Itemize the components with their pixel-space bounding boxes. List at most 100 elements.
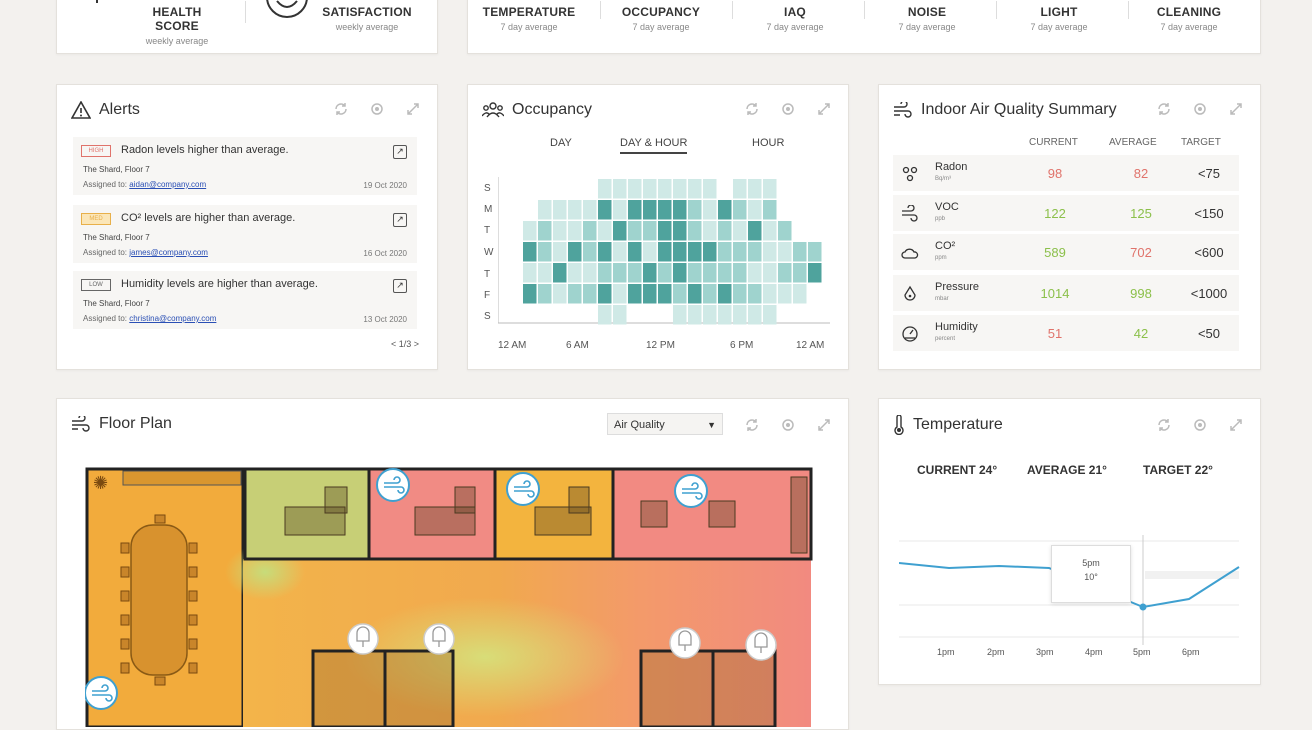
metric-occupancy[interactable]: OCCUPANCY 7 day average (621, 5, 701, 32)
settings-icon[interactable] (1190, 415, 1210, 435)
heatmap-cell[interactable] (598, 221, 612, 241)
heatmap-cell[interactable] (613, 284, 627, 304)
heatmap-cell[interactable] (523, 242, 537, 262)
heatmap-cell[interactable] (703, 263, 717, 283)
heatmap-cell[interactable] (808, 242, 822, 262)
expand-icon[interactable] (403, 99, 423, 119)
heatmap-cell[interactable] (703, 305, 717, 325)
iaq-row-co2[interactable]: CO² ppm 589 702 <600 (893, 234, 1239, 270)
heatmap-cell[interactable] (583, 263, 597, 283)
iaq-row-voc[interactable]: VOC ppb 122 125 <150 (893, 195, 1239, 231)
heatmap-cell[interactable] (553, 284, 567, 304)
heatmap-cell[interactable] (553, 242, 567, 262)
heatmap-cell[interactable] (613, 305, 627, 325)
heatmap-cell[interactable] (568, 221, 582, 241)
heatmap-cell[interactable] (658, 284, 672, 304)
heatmap-cell[interactable] (673, 221, 687, 241)
refresh-icon[interactable] (1154, 99, 1174, 119)
settings-icon[interactable] (778, 415, 798, 435)
heatmap-cell[interactable] (658, 242, 672, 262)
heatmap-cell[interactable] (523, 284, 537, 304)
heatmap-cell[interactable] (538, 200, 552, 220)
iaq-row-radon[interactable]: Radon Bq/m³ 98 82 <75 (893, 155, 1239, 191)
heatmap-cell[interactable] (643, 179, 657, 199)
heatmap-cell[interactable] (688, 263, 702, 283)
heatmap-cell[interactable] (793, 263, 807, 283)
heatmap-cell[interactable] (658, 179, 672, 199)
heatmap-cell[interactable] (598, 263, 612, 283)
tab-day-and-hour[interactable]: DAY & HOUR (620, 137, 688, 154)
heatmap-cell[interactable] (673, 305, 687, 325)
heatmap-cell[interactable] (598, 179, 612, 199)
refresh-icon[interactable] (742, 99, 762, 119)
heatmap-cell[interactable] (688, 179, 702, 199)
heatmap-cell[interactable] (568, 200, 582, 220)
layer-select[interactable]: Air Quality ▼ (607, 413, 723, 435)
heatmap-cell[interactable] (658, 221, 672, 241)
heatmap-cell[interactable] (523, 221, 537, 241)
heatmap-cell[interactable] (658, 263, 672, 283)
heatmap-cell[interactable] (598, 200, 612, 220)
floor-plan-map[interactable]: ✺ (85, 467, 815, 727)
heatmap-cell[interactable] (763, 263, 777, 283)
heatmap-cell[interactable] (748, 221, 762, 241)
heatmap-cell[interactable] (703, 179, 717, 199)
heatmap-cell[interactable] (688, 305, 702, 325)
heatmap-cell[interactable] (538, 242, 552, 262)
heatmap-cell[interactable] (628, 263, 642, 283)
metric-noise[interactable]: NOISE 7 day average (898, 5, 956, 32)
heatmap-cell[interactable] (583, 200, 597, 220)
heatmap-cell[interactable] (673, 200, 687, 220)
expand-icon[interactable] (814, 415, 834, 435)
refresh-icon[interactable] (331, 99, 351, 119)
metric-health-score[interactable]: HEALTH SCORE weekly average (145, 5, 209, 46)
open-external-icon[interactable]: ↗ (393, 279, 407, 293)
metric-light[interactable]: LIGHT 7 day average (1030, 5, 1088, 32)
heatmap-cell[interactable] (748, 200, 762, 220)
heatmap-cell[interactable] (688, 242, 702, 262)
heatmap-cell[interactable] (643, 263, 657, 283)
settings-icon[interactable] (778, 99, 798, 119)
heatmap-cell[interactable] (613, 200, 627, 220)
heatmap-cell[interactable] (733, 242, 747, 262)
metric-satisfaction[interactable]: SATISFACTION weekly average (322, 5, 412, 32)
heatmap-cell[interactable] (793, 284, 807, 304)
metric-temperature[interactable]: TEMPERATURE 7 day average (482, 5, 576, 32)
heatmap-cell[interactable] (538, 221, 552, 241)
heatmap-cell[interactable] (628, 221, 642, 241)
heatmap-cell[interactable] (763, 305, 777, 325)
heatmap-cell[interactable] (568, 263, 582, 283)
refresh-icon[interactable] (1154, 415, 1174, 435)
heatmap-cell[interactable] (718, 284, 732, 304)
assignee-link[interactable]: aidan@company.com (129, 180, 207, 189)
heatmap-cell[interactable] (778, 263, 792, 283)
heatmap-cell[interactable] (748, 263, 762, 283)
heatmap-cell[interactable] (733, 221, 747, 241)
heatmap-cell[interactable] (703, 221, 717, 241)
settings-icon[interactable] (367, 99, 387, 119)
heatmap-cell[interactable] (583, 221, 597, 241)
heatmap-cell[interactable] (583, 284, 597, 304)
open-external-icon[interactable]: ↗ (393, 145, 407, 159)
heatmap-cell[interactable] (613, 263, 627, 283)
heatmap-cell[interactable] (538, 263, 552, 283)
heatmap-cell[interactable] (748, 305, 762, 325)
heatmap-cell[interactable] (673, 284, 687, 304)
heatmap-cell[interactable] (673, 179, 687, 199)
heatmap-cell[interactable] (748, 284, 762, 304)
heatmap-cell[interactable] (613, 221, 627, 241)
heatmap-cell[interactable] (778, 221, 792, 241)
heatmap-cell[interactable] (553, 263, 567, 283)
iaq-row-pressure[interactable]: Pressure mbar 1014 998 <1000 (893, 275, 1239, 311)
heatmap-cell[interactable] (778, 284, 792, 304)
heatmap-cell[interactable] (523, 263, 537, 283)
heatmap-cell[interactable] (718, 242, 732, 262)
alert-item[interactable]: HIGH Radon levels higher than average. ↗… (73, 137, 417, 195)
heatmap-cell[interactable] (553, 200, 567, 220)
heatmap-cell[interactable] (568, 242, 582, 262)
heatmap-cell[interactable] (598, 305, 612, 325)
tab-hour[interactable]: HOUR (752, 137, 785, 149)
heatmap-cell[interactable] (733, 263, 747, 283)
refresh-icon[interactable] (742, 415, 762, 435)
expand-icon[interactable] (814, 99, 834, 119)
